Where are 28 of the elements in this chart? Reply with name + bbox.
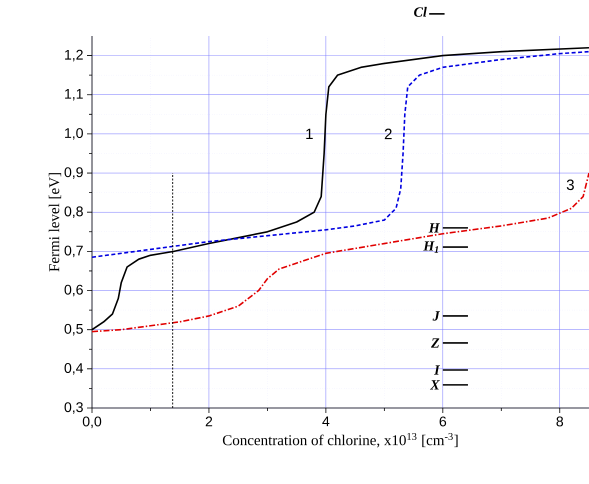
y-tick-label: 1,1 <box>65 89 83 100</box>
series-label: J <box>432 311 440 321</box>
series-label: Z <box>431 338 440 348</box>
series-label: I <box>434 365 440 375</box>
y-tick-label: 1,2 <box>65 50 83 62</box>
y-tick-label: 0,4 <box>64 363 84 375</box>
series-label: 2 <box>384 128 392 140</box>
y-tick-label: 0,6 <box>64 284 83 296</box>
y-axis-title: Fermi level [eV] <box>48 173 62 272</box>
series-label: 3 <box>566 179 574 190</box>
y-tick-label: 0,3 <box>64 402 83 414</box>
x-axis-title: Concentration of chlorine, x10$^{13}$ [cm$^{-3}$] <box>222 432 458 448</box>
y-tick-label: 0,9 <box>64 167 83 179</box>
x-tick-label: 2 <box>206 416 212 426</box>
x-tick-label: 0,0 <box>82 416 102 428</box>
x-tick-label: 6 <box>440 416 446 426</box>
x-tick-label: 4 <box>322 416 330 426</box>
series-label: 1 <box>306 128 313 140</box>
series-label: H <box>428 223 440 232</box>
y-tick-label: 0,8 <box>64 206 83 218</box>
series-label: X <box>430 380 440 390</box>
text: Cl <box>414 6 427 17</box>
series-label: H$_{1}$ <box>423 241 438 253</box>
y-tick-label: 0,5 <box>64 324 83 336</box>
y-tick-label: 1,0 <box>65 128 83 140</box>
x-tick-label: 8 <box>556 416 564 426</box>
y-tick-label: 0,7 <box>64 246 83 258</box>
line-series <box>91 172 589 332</box>
